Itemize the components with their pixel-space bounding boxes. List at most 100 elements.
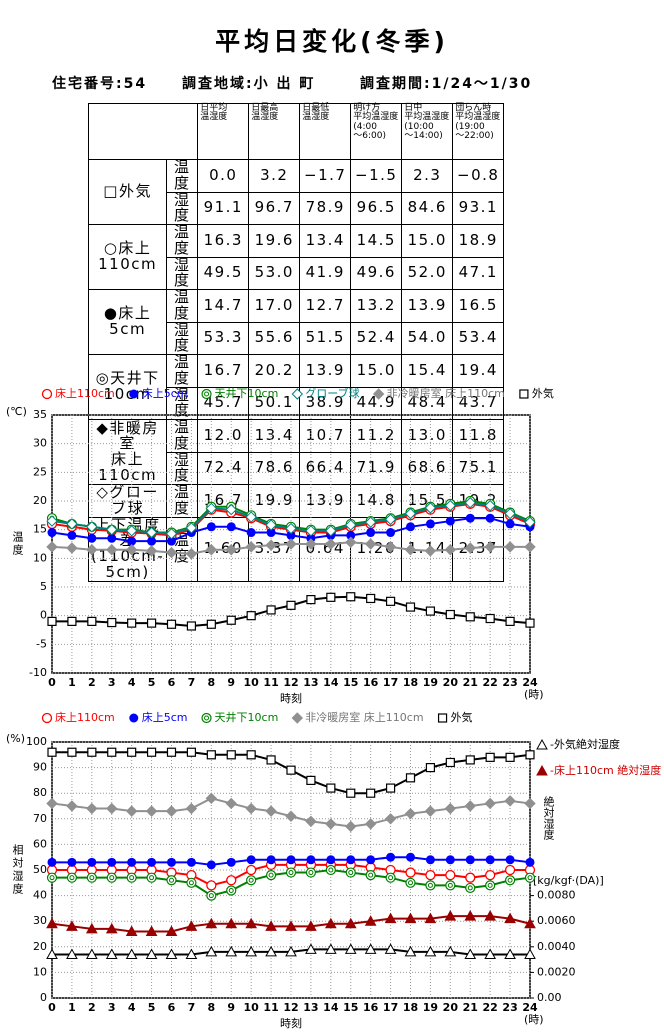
x-tick-label: 17 xyxy=(383,1001,398,1014)
x-tick-label: 3 xyxy=(108,1001,116,1014)
marker xyxy=(166,747,177,757)
value-cell: 53.0 xyxy=(248,256,301,290)
x-tick-label: 5 xyxy=(148,1001,156,1014)
marker xyxy=(265,539,277,551)
marker xyxy=(206,522,216,532)
marker xyxy=(107,747,117,757)
legend-label: 非冷暖房室 床上110cm xyxy=(387,386,505,400)
marker xyxy=(166,875,177,886)
value-cell: 15.0 xyxy=(350,354,403,388)
marker xyxy=(125,805,138,817)
marker xyxy=(146,618,157,628)
marker xyxy=(364,915,377,926)
marker xyxy=(385,783,396,793)
marker xyxy=(205,792,218,805)
marker xyxy=(245,802,257,815)
marker xyxy=(47,616,57,626)
x-tick-label: 10 xyxy=(244,1001,260,1014)
marker xyxy=(405,602,416,612)
marker xyxy=(425,762,436,773)
marker xyxy=(306,775,316,786)
row-label: ●床上 5cm xyxy=(87,289,168,355)
marker xyxy=(325,818,337,830)
marker xyxy=(324,943,337,954)
marker-core xyxy=(447,882,453,888)
marker xyxy=(444,544,457,556)
marker xyxy=(345,519,357,531)
x-tick-label: 6 xyxy=(168,1001,176,1014)
y-tick-label: 90 xyxy=(33,761,47,774)
marker xyxy=(127,618,137,628)
x-tick-label: 8 xyxy=(208,676,216,689)
marker xyxy=(205,917,218,929)
marker xyxy=(245,945,258,957)
marker xyxy=(129,713,139,723)
measure-label: 温度 xyxy=(166,159,199,193)
marker xyxy=(165,805,178,817)
marker-ring xyxy=(201,712,212,724)
marker xyxy=(285,522,297,535)
marker-core xyxy=(328,867,334,873)
marker-ring xyxy=(385,872,396,883)
marker xyxy=(504,948,516,959)
value-cell: 49.6 xyxy=(350,256,403,290)
value-cell: 17.0 xyxy=(248,289,301,323)
marker-core xyxy=(467,885,473,891)
x-tick-label: 21 xyxy=(463,676,478,689)
marker xyxy=(226,615,236,625)
marker-core xyxy=(109,875,115,881)
marker-ring xyxy=(126,872,137,883)
value-cell: 91.1 xyxy=(197,191,250,225)
marker xyxy=(305,525,317,537)
marker-core xyxy=(89,875,95,881)
marker xyxy=(266,755,276,765)
value-cell: 41.9 xyxy=(299,256,352,290)
survey-period: 調査期間:1/24〜1/30 xyxy=(360,76,533,92)
x-axis-label: 時刻 xyxy=(280,691,302,705)
legend-label: 天井下10cm xyxy=(215,386,279,400)
marker xyxy=(86,872,97,883)
marker xyxy=(325,864,336,876)
value-cell: 51.5 xyxy=(299,321,352,355)
summary-table: 日平均 温湿度 日最高 温湿度 日最低 温湿度 明け方 平均温湿度 (4:00 〜6:… xyxy=(87,103,505,582)
marker-core xyxy=(507,877,513,883)
marker xyxy=(425,519,435,529)
marker xyxy=(485,855,495,865)
marker-ring xyxy=(365,870,376,881)
marker-core xyxy=(388,875,394,881)
marker xyxy=(105,922,118,934)
y-unit: (℃) xyxy=(6,405,27,418)
marker-ring xyxy=(206,890,217,901)
marker xyxy=(445,880,456,891)
marker xyxy=(47,747,57,757)
marker xyxy=(464,948,477,959)
y-tick-label: 5 xyxy=(40,580,47,593)
x-tick-label: 18 xyxy=(403,676,418,689)
marker xyxy=(505,855,515,865)
marker xyxy=(384,813,397,825)
x-tick-label: 6 xyxy=(168,676,176,689)
marker xyxy=(364,818,377,830)
marker xyxy=(326,783,336,793)
marker xyxy=(185,802,198,815)
y-tick-label: 100 xyxy=(26,735,47,748)
marker xyxy=(404,912,417,924)
y-tick-label: 80 xyxy=(33,786,47,799)
marker xyxy=(246,528,256,538)
marker xyxy=(305,867,317,878)
y2-tick-label: 0.0060 xyxy=(537,914,576,927)
header-cell: 日最低 温湿度 xyxy=(299,103,352,160)
marker-core xyxy=(49,875,55,881)
value-cell: −0.8 xyxy=(452,159,505,193)
marker xyxy=(465,513,475,523)
marker xyxy=(66,872,78,883)
legend-label: 床上5cm xyxy=(142,386,188,400)
marker xyxy=(265,920,277,931)
marker xyxy=(505,752,515,762)
marker xyxy=(67,747,77,757)
x-tick-label: 11 xyxy=(263,676,278,689)
y-tick-label: 15 xyxy=(33,523,47,536)
marker xyxy=(225,917,238,929)
marker-ring xyxy=(106,872,117,883)
marker xyxy=(185,548,198,560)
